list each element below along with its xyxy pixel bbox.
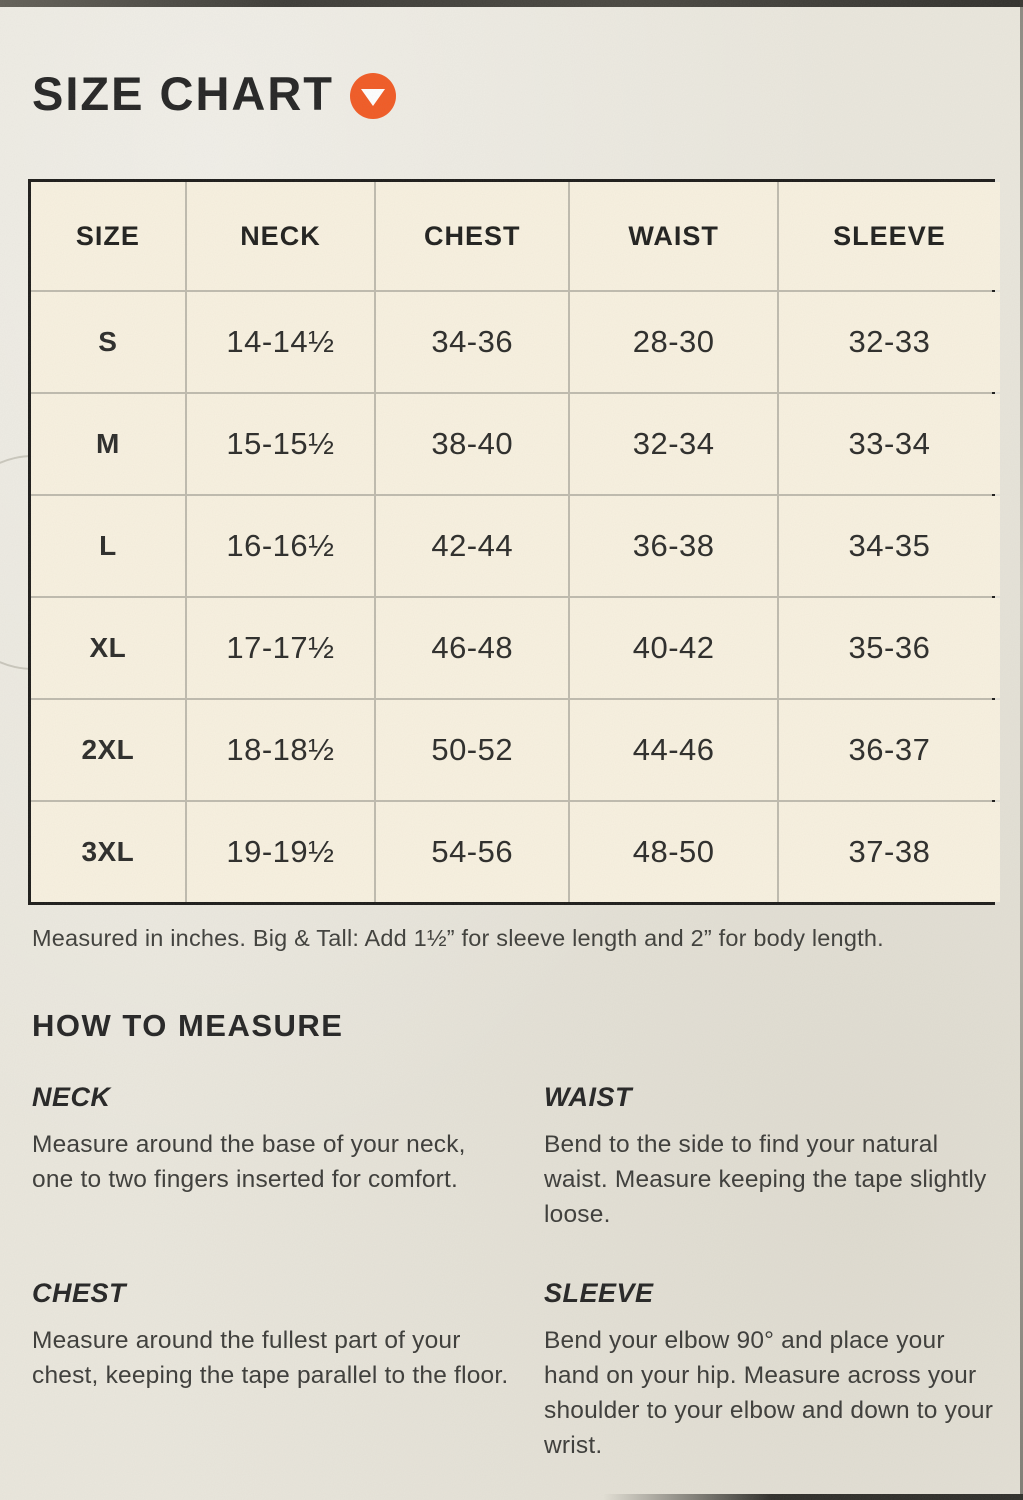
triangle-down-glyph [361, 88, 385, 106]
cell-chest: 46-48 [376, 598, 569, 698]
footnote: Measured in inches. Big & Tall: Add 1½” … [32, 925, 884, 951]
cell-size: S [31, 292, 185, 392]
page-title: SIZE CHART [32, 67, 334, 120]
size-table: SIZE NECK CHEST WAIST SLEEVE S 14-14½ 34… [28, 179, 1000, 905]
table-row-3xl: 3XL 19-19½ 54-56 48-50 37-38 [31, 802, 1000, 902]
section-chest: CHEST Measure around the fullest part of… [32, 1278, 510, 1463]
table-row-s: S 14-14½ 34-36 28-30 32-33 [31, 292, 1000, 392]
cell-waist: 36-38 [570, 496, 777, 596]
section-sleeve-text: Bend your elbow 90° and place your hand … [544, 1327, 994, 1460]
cell-sleeve: 37-38 [778, 802, 1000, 902]
section-waist-text: Bend to the side to find your natural wa… [544, 1131, 987, 1229]
how-to-measure-sections: NECK Measure around the base of your nec… [28, 1082, 995, 1463]
cell-waist: 48-50 [570, 802, 777, 902]
cell-neck: 14-14½ [186, 292, 375, 392]
cell-neck: 16-16½ [186, 496, 375, 596]
section-chest-text: Measure around the fullest part of your … [32, 1327, 509, 1390]
section-sleeve: SLEEVE Bend your elbow 90° and place you… [544, 1278, 995, 1463]
cell-neck: 19-19½ [186, 802, 375, 902]
section-neck-text: Measure around the base of your neck, on… [32, 1131, 466, 1194]
cell-size: M [31, 394, 185, 494]
table-row-2xl: 2XL 18-18½ 50-52 44-46 36-37 [31, 700, 1000, 800]
dropdown-arrow-icon[interactable] [350, 72, 396, 119]
cell-chest: 34-36 [376, 292, 569, 392]
section-neck: NECK Measure around the base of your nec… [32, 1082, 510, 1232]
cell-sleeve: 35-36 [778, 598, 1000, 698]
cell-sleeve: 33-34 [778, 394, 1000, 494]
column-header-waist: WAIST [570, 182, 777, 290]
cell-neck: 15-15½ [186, 394, 375, 494]
content: SIZE CHART SIZE NECK CHEST WAIST SLEEVE … [28, 66, 1000, 1463]
cell-waist: 44-46 [570, 700, 777, 800]
section-chest-label: CHEST [32, 1278, 127, 1309]
column-header-size: SIZE [31, 182, 185, 290]
cell-neck: 18-18½ [186, 700, 375, 800]
cell-chest: 38-40 [376, 394, 569, 494]
cell-sleeve: 32-33 [778, 292, 1000, 392]
cell-size: 2XL [31, 700, 185, 800]
column-header-neck: NECK [186, 182, 375, 290]
section-neck-label: NECK [32, 1082, 111, 1112]
cell-sleeve: 34-35 [778, 496, 1000, 596]
how-to-measure-heading: HOW TO MEASURE [32, 1008, 344, 1043]
cell-size: L [31, 496, 185, 596]
cell-sleeve: 36-37 [778, 700, 1000, 800]
cell-chest: 42-44 [376, 496, 569, 596]
table-header-row: SIZE NECK CHEST WAIST SLEEVE [31, 182, 1000, 290]
section-waist: WAIST Bend to the side to find your natu… [544, 1082, 995, 1232]
section-sleeve-label: SLEEVE [544, 1278, 654, 1309]
paper-edge-bottom [603, 1494, 1023, 1500]
cell-waist: 32-34 [570, 394, 777, 494]
table-row-xl: XL 17-17½ 46-48 40-42 35-36 [31, 598, 1000, 698]
section-waist-label: WAIST [544, 1082, 632, 1112]
table-row-m: M 15-15½ 38-40 32-34 33-34 [31, 394, 1000, 494]
cell-size: XL [31, 598, 185, 698]
cell-chest: 50-52 [376, 700, 569, 800]
cell-chest: 54-56 [376, 802, 569, 902]
table-row-l: L 16-16½ 42-44 36-38 34-35 [31, 496, 1000, 596]
cell-size: 3XL [31, 802, 185, 902]
cell-neck: 17-17½ [186, 598, 375, 698]
title-row: SIZE CHART [28, 66, 995, 121]
cell-waist: 28-30 [570, 292, 777, 392]
cell-waist: 40-42 [570, 598, 777, 698]
column-header-chest: CHEST [376, 182, 569, 290]
column-header-sleeve: SLEEVE [778, 182, 1000, 290]
